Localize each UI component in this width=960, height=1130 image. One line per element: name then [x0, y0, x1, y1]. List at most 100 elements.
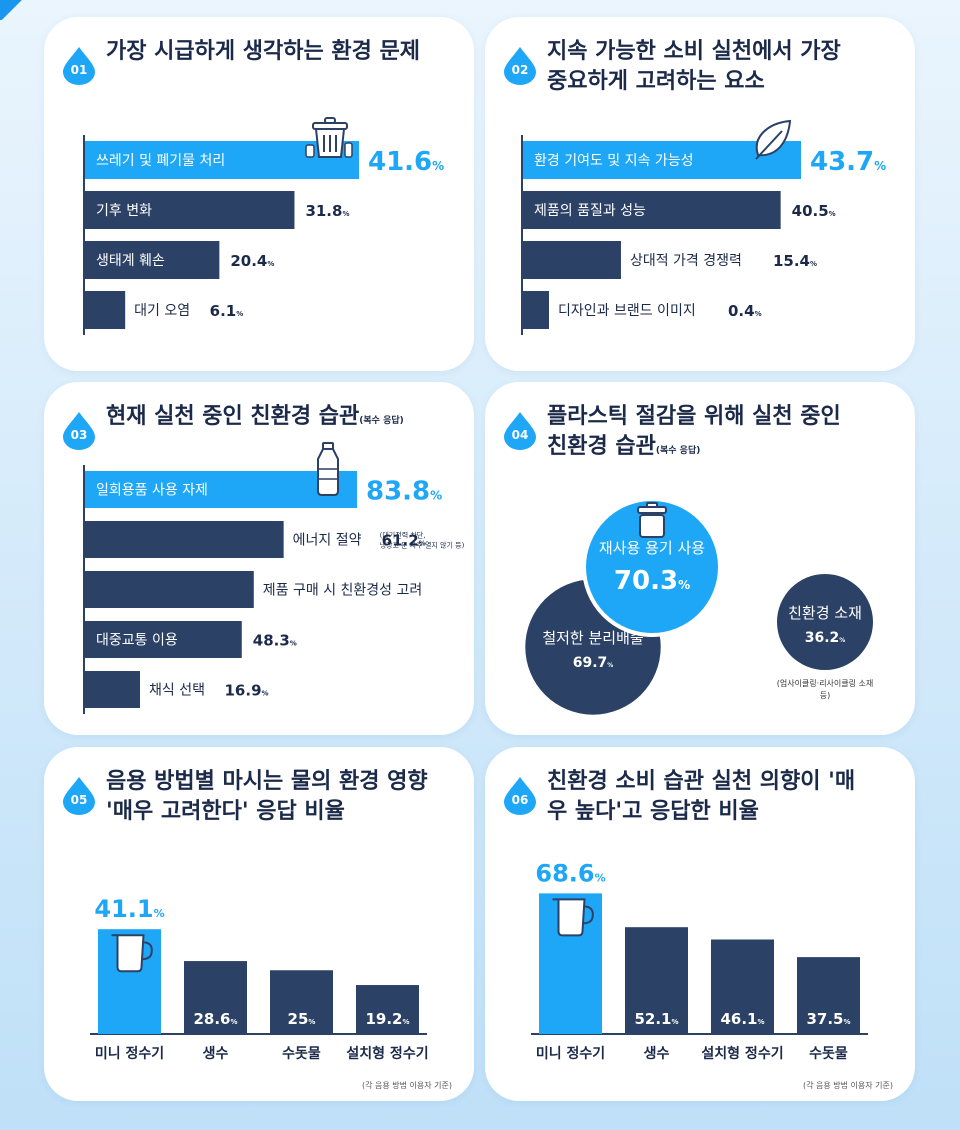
section-number: 05 [70, 793, 88, 807]
bar-1 [85, 521, 284, 558]
bar-1 [625, 927, 688, 1034]
card-05: 05 음용 방법별 마시는 물의 환경 영향 '매우 고려한다' 응답 비율 미… [44, 747, 474, 1101]
value-label: 19.2% [365, 1010, 409, 1028]
section-number: 03 [70, 428, 88, 442]
horizontal-bar-chart: 일회용품 사용 자제 83.8% 에너지 절약 (대기전력 차단, 냉장고 문 자주 열… [83, 442, 474, 714]
section-title: 현재 실천 중인 친환경 습관(복수 응답) [106, 402, 466, 436]
vertical-bar-chart: 미니 정수기 41.1% 생수 28.6% 수돗물 25% 설치형 정수기 19.2% [90, 895, 429, 1062]
bar-1 [184, 961, 247, 1034]
bar-2 [85, 241, 220, 279]
category-label: 제품의 품질과 성능 [534, 203, 646, 219]
value-label: 16.9% [225, 682, 269, 700]
section-title-text: 가장 시급하게 생각하는 환경 문제 [106, 39, 420, 64]
category-label: 환경 기여도 및 지속 가능성 [534, 153, 693, 169]
bar-3 [356, 985, 419, 1034]
value-label: 41.6% [368, 147, 444, 177]
section-title-text: 음용 방법별 마시는 물의 환경 영향 '매우 고려한다' 응답 비율 [106, 769, 428, 824]
footnote: (각 음용 방법 이용자 기준) [802, 1081, 893, 1090]
horizontal-bar-chart: 환경 기여도 및 지속 가능성 43.7% 제품의 품질과 성능 40.5% 상대적 가… [521, 119, 886, 335]
value-label: 37.5% [806, 1010, 850, 1028]
section-title-text: 친환경 소비 습관 실천 의향이 '매우 높다'고 응답한 비율 [547, 769, 856, 824]
value-label: 68.6% [535, 859, 605, 887]
bar-2 [85, 571, 254, 608]
value-label: 46.1% [720, 1010, 764, 1028]
bubble-2 [777, 574, 873, 670]
bubble-label: 재사용 용기 사용 [599, 539, 705, 557]
card-04: 04 플라스틱 절감을 위해 실천 중인 친환경 습관(복수 응답) 철저한 분… [485, 382, 915, 735]
category-label: 생태계 훼손 [96, 253, 165, 269]
value-label: 0.4% [728, 302, 762, 320]
bar-3 [523, 291, 549, 329]
water-pitcher-icon [111, 934, 153, 973]
section-number-badge: 04 [503, 411, 537, 451]
bar-1 [85, 191, 295, 229]
corner-decoration [0, 0, 28, 20]
category-label: 상대적 가격 경쟁력 [630, 253, 742, 269]
value-label: 6.1% [210, 302, 244, 320]
section-number-badge: 06 [503, 776, 537, 816]
section-number: 01 [70, 63, 88, 77]
category-note: (대기전력 차단, 냉장고 문 자주 열지 않기 등) [380, 531, 465, 550]
card-01: 01 가장 시급하게 생각하는 환경 문제 쓰레기 및 폐기물 처리 41.6% 기… [44, 17, 474, 371]
value-label: 31.8% [305, 202, 349, 220]
category-label: 쓰레기 및 폐기물 처리 [96, 153, 225, 169]
card-06: 06 친환경 소비 습관 실천 의향이 '매우 높다'고 응답한 비율 미니 정… [485, 747, 915, 1101]
footnote: (각 음용 방법 이용자 기준) [361, 1081, 452, 1090]
value-label: 43.7% [810, 147, 886, 177]
water-bottle-icon [317, 442, 339, 496]
section-title-text: 현재 실천 중인 친환경 습관 [106, 404, 360, 429]
category-label: 디자인과 브랜드 이미지 [558, 303, 696, 319]
bubble-label: 철저한 분리배출 [542, 629, 643, 647]
category-label: 기후 변화 [96, 203, 152, 219]
category-label: 생수 [644, 1046, 670, 1062]
leaf-icon [755, 119, 792, 160]
bar-4 [85, 671, 140, 708]
bar-0 [523, 141, 801, 179]
section-title: 지속 가능한 소비 실천에서 가장 중요하게 고려하는 요소 [547, 37, 847, 97]
value-label: 52.1% [634, 1010, 678, 1028]
bubble-label: 친환경 소재 [788, 604, 862, 622]
section-title: 가장 시급하게 생각하는 환경 문제 [106, 37, 466, 67]
section-title-note: (복수 응답) [359, 416, 404, 426]
value-label: 25% [288, 1010, 316, 1028]
section-number: 04 [511, 428, 529, 442]
category-label: 대기 오염 [134, 303, 190, 319]
category-label: 생수 [203, 1046, 229, 1062]
bar-0 [85, 471, 357, 508]
category-label: 제품 구매 시 친환경성 고려 [263, 583, 422, 599]
bar-3 [797, 957, 860, 1034]
value-label: 48.3% [253, 632, 297, 650]
section-number: 06 [511, 793, 529, 807]
value-label: 83.8% [366, 477, 442, 507]
bar-3 [85, 291, 126, 329]
bar-3 [85, 621, 242, 658]
food-container-icon [637, 502, 667, 538]
water-pitcher-icon [552, 898, 594, 937]
bubble-value: 69.7% [573, 655, 614, 671]
category-label: 미니 정수기 [95, 1045, 164, 1062]
value-label: 28.6% [193, 1010, 237, 1028]
value-label: 61.2% [382, 532, 426, 550]
section-title-text: 지속 가능한 소비 실천에서 가장 중요하게 고려하는 요소 [547, 39, 841, 94]
section-number-badge: 02 [503, 46, 537, 86]
section-title: 음용 방법별 마시는 물의 환경 영향 '매우 고려한다' 응답 비율 [106, 767, 456, 827]
category-label: 설치형 정수기 [701, 1045, 783, 1062]
bubble-value: 70.3% [614, 566, 690, 596]
bubble-value: 36.2% [805, 630, 846, 646]
value-label: 40.5% [792, 202, 836, 220]
section-number-badge: 03 [62, 411, 96, 451]
category-label: 설치형 정수기 [346, 1045, 428, 1062]
section-number: 02 [511, 63, 529, 77]
horizontal-bar-chart: 쓰레기 및 폐기물 처리 41.6% 기후 변화 31.8% 생태계 훼손 20.4% 대기… [83, 117, 444, 335]
bar-2 [270, 970, 333, 1034]
value-label: 15.4% [773, 252, 817, 270]
category-label: 채식 선택 [149, 683, 205, 699]
value-label: 20.4% [230, 252, 274, 270]
value-label: 52% [473, 582, 474, 600]
category-label: 미니 정수기 [536, 1045, 605, 1062]
bar-2 [711, 939, 774, 1034]
vertical-bar-chart: 미니 정수기 68.6% 생수 52.1% 설치형 정수기 46.1% 수돗물 37.5% [531, 859, 868, 1062]
bubble-0 [582, 497, 722, 637]
section-number-badge: 05 [62, 776, 96, 816]
bubble-note: (업사이클링·리사이클링 소재 등) [776, 679, 874, 700]
